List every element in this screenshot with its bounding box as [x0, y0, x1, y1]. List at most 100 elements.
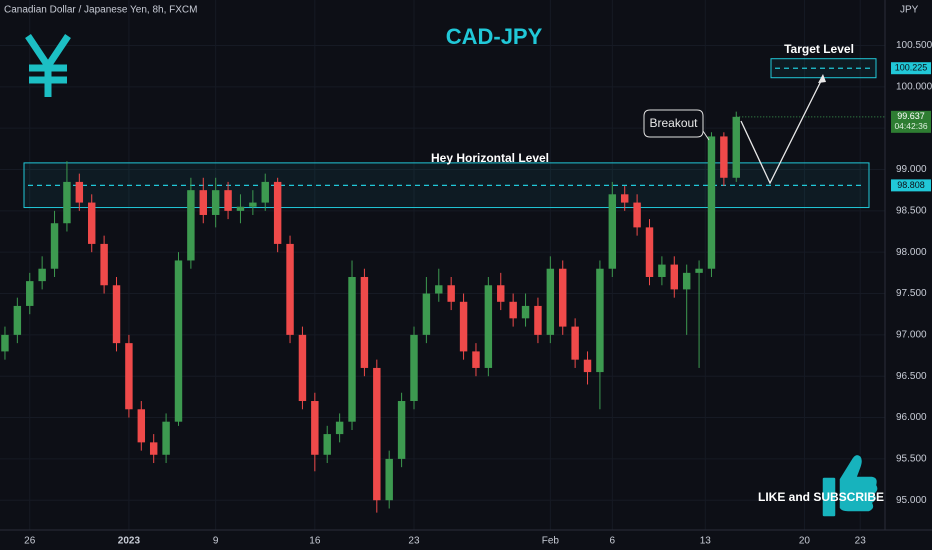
candle-body [1, 334, 9, 352]
current-price-box [891, 110, 931, 133]
candle-body [410, 334, 418, 402]
candle-body [645, 227, 654, 277]
x-tick-label: 13 [700, 536, 712, 547]
candle-body [38, 268, 46, 282]
candle-body [422, 293, 431, 335]
candle-body [534, 305, 542, 335]
x-tick-label: 6 [610, 536, 616, 547]
candle-body [695, 268, 703, 273]
candle-body [509, 301, 517, 319]
candle-body [360, 276, 369, 368]
y-tick-label: 97.500 [896, 288, 927, 299]
candle-body [26, 281, 34, 306]
x-tick-label: Feb [542, 536, 560, 547]
candle-body [13, 305, 22, 335]
candle-body [397, 401, 406, 459]
x-tick-label: 16 [309, 536, 321, 547]
candle-body [224, 190, 232, 211]
candle-body [236, 206, 245, 211]
candle-body [348, 276, 356, 422]
candle-body [199, 190, 207, 215]
y-tick-label: 96.000 [896, 412, 927, 423]
candle-body [211, 190, 220, 215]
target-price-label: 100.225 [895, 63, 928, 73]
y-tick-label: 100.000 [896, 81, 932, 92]
candle-body [137, 409, 146, 443]
candle-body [720, 136, 728, 178]
y-tick-label: 95.000 [896, 495, 927, 506]
candle-body [583, 359, 592, 373]
cta: LIKE and SUBSCRIBE [758, 490, 884, 504]
candle-body [435, 285, 443, 294]
candle-body [596, 268, 604, 373]
candle-body [608, 194, 617, 269]
y-tick-label: 98.500 [896, 205, 927, 216]
chart-title: CAD-JPY [446, 24, 543, 49]
candle-body [373, 367, 381, 501]
candle-body [112, 285, 121, 344]
candle-body [174, 260, 183, 422]
y-tick-label: 96.500 [896, 371, 927, 382]
candle-body [385, 458, 393, 501]
candle-body [311, 401, 319, 455]
y-tick-label: 99.000 [896, 164, 927, 175]
x-tick-label: 23 [408, 536, 420, 547]
zone-label: Hey Horizontal Level [431, 151, 549, 165]
candle-body [633, 202, 641, 228]
x-tick-label: 2023 [118, 536, 141, 547]
x-tick-label: 23 [855, 536, 867, 547]
yen-icon [25, 34, 71, 97]
candle-body [571, 326, 579, 360]
y-tick-label: 97.000 [896, 330, 927, 341]
candle-body [472, 351, 480, 368]
candle-body [162, 421, 170, 455]
candle-body [484, 285, 493, 368]
x-tick-label: 9 [213, 536, 219, 547]
candle-body [75, 181, 84, 203]
candle-body [323, 434, 331, 455]
candle-body [63, 181, 71, 224]
candle-body [459, 301, 468, 352]
x-tick-label: 26 [24, 536, 36, 547]
candle-body [546, 268, 555, 335]
target-label: Target Level [784, 42, 854, 56]
candle-body [298, 334, 307, 402]
candle-body [335, 421, 344, 435]
candle-body [732, 116, 740, 178]
projection-arrow [740, 76, 824, 185]
breakout-callout: Breakout [643, 109, 710, 141]
x-tick-label: 20 [799, 536, 811, 547]
y-tick-label: 100.500 [896, 40, 932, 51]
zone-price-label: 98.808 [897, 180, 925, 190]
candle-body [125, 343, 133, 410]
zones: Hey Horizontal Level Target Level [23, 42, 877, 209]
candle-body [273, 181, 282, 244]
currency: JPY [900, 5, 919, 16]
breakout-label: Breakout [649, 116, 698, 130]
candle-body [497, 285, 505, 302]
candle-body [100, 243, 108, 286]
y-tick-label: 95.500 [896, 454, 927, 465]
candle-body [88, 202, 96, 244]
candle-body [682, 272, 691, 290]
candle-body [521, 305, 530, 319]
candles [1, 111, 740, 513]
candle-body [249, 202, 257, 207]
candle-body [286, 243, 294, 335]
candle-body [620, 194, 629, 203]
current-price-label: 99.637 [897, 111, 925, 121]
candle-body [187, 190, 195, 261]
candle-body [447, 285, 455, 302]
candle-body [559, 268, 567, 327]
candle-body [658, 264, 666, 277]
countdown: 04:42:36 [894, 121, 927, 131]
candle-body [50, 223, 59, 269]
candle-body [707, 136, 716, 269]
candle-body [670, 264, 679, 290]
y-tick-label: 98.000 [896, 247, 927, 258]
candle-body [261, 181, 269, 203]
candle-body [149, 442, 158, 455]
